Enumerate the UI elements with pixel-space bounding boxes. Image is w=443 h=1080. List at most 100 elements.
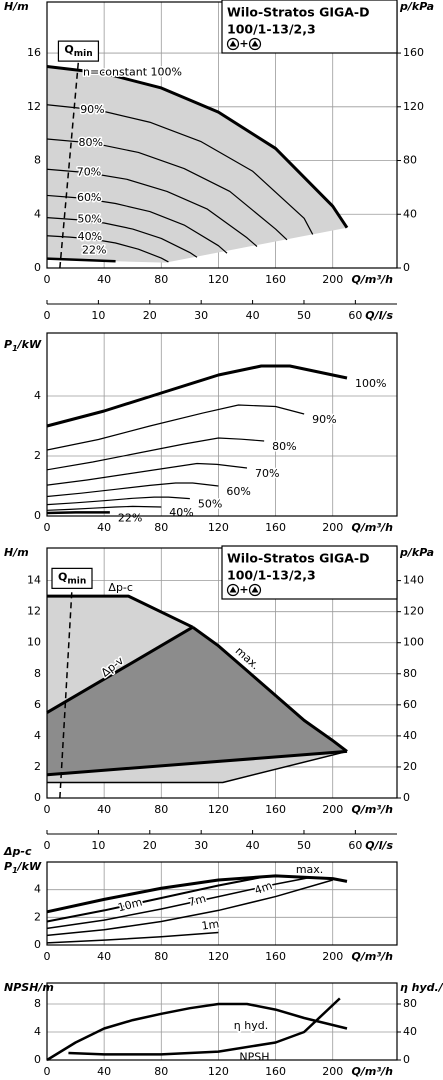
plot-frame bbox=[46, 861, 398, 946]
y-axis-label: P1/kW bbox=[4, 338, 42, 353]
qmin-box bbox=[51, 567, 93, 589]
x-tick-label: 40 bbox=[97, 273, 111, 286]
y2-tick-label: 80 bbox=[403, 154, 417, 167]
curve-label: 70% bbox=[255, 467, 279, 480]
qmin-label: Qmin bbox=[64, 43, 92, 59]
x-tick-label: 120 bbox=[208, 803, 229, 816]
qmin-label-main: Q bbox=[58, 570, 67, 583]
curve-label: 50% bbox=[198, 498, 222, 511]
curve bbox=[46, 168, 258, 247]
y2-tick-label: 80 bbox=[403, 997, 417, 1010]
chart-subtitle: 100/1-13/2,3 bbox=[227, 568, 316, 583]
curve-label: n=constant 100% bbox=[83, 65, 182, 78]
x-axis-label: Q/m³/h bbox=[352, 521, 394, 534]
x-axis-label: Q/m³/h bbox=[352, 803, 394, 816]
symbol-join: + bbox=[239, 37, 248, 50]
qmin-line bbox=[59, 588, 73, 799]
y2-tick-label: 40 bbox=[403, 207, 417, 220]
curve bbox=[46, 437, 265, 471]
curve-label: η hyd. bbox=[234, 1019, 268, 1032]
curve bbox=[46, 138, 288, 241]
x-tick-label: 200 bbox=[322, 1065, 343, 1078]
y-tick-label: 4 bbox=[34, 1025, 41, 1038]
x2-tick-label: 60 bbox=[348, 309, 362, 322]
y2-tick-label: 120 bbox=[403, 605, 424, 618]
curve-label: 7m bbox=[187, 892, 207, 909]
curve bbox=[46, 404, 305, 451]
y2-axis-label: p/kPa bbox=[399, 0, 434, 13]
y-tick-label: 4 bbox=[34, 207, 41, 220]
y-axis-label: NPSH/m bbox=[4, 981, 54, 994]
curve-label: 22% bbox=[82, 244, 106, 257]
x2-tick-label: 20 bbox=[143, 309, 157, 322]
curve bbox=[46, 217, 198, 258]
y2-tick-label: 140 bbox=[403, 574, 424, 587]
curve-label: 22% bbox=[118, 511, 142, 524]
plot-frame bbox=[46, 982, 398, 1061]
x2-tick-label: 0 bbox=[44, 839, 51, 852]
x-tick-label: 80 bbox=[154, 803, 168, 816]
curve-label: 60% bbox=[77, 191, 101, 204]
y-tick-label: 2 bbox=[34, 449, 41, 462]
x-tick-label: 0 bbox=[44, 950, 51, 963]
x2-tick-label: 10 bbox=[91, 309, 105, 322]
curve bbox=[46, 235, 169, 263]
curve bbox=[68, 997, 341, 1056]
y-axis-label-top: Δp-c bbox=[3, 845, 32, 858]
y-axis-label-main: NPSH/m bbox=[4, 981, 54, 994]
x-axis-label: Q/m³/h bbox=[352, 1065, 394, 1078]
x2-tick-label: 50 bbox=[297, 309, 311, 322]
y2-tick-label: 0 bbox=[403, 261, 410, 274]
y-tick-label: 8 bbox=[34, 667, 41, 680]
x-tick-label: 40 bbox=[97, 803, 111, 816]
x2-axis-label: Q/l/s bbox=[365, 309, 393, 322]
chart-title: Wilo-Stratos GIGA-D bbox=[227, 551, 369, 566]
curve-label: 90% bbox=[80, 103, 104, 116]
x-tick-label: 0 bbox=[44, 273, 51, 286]
y-axis-label-main: H/m bbox=[4, 546, 29, 559]
pump-symbol-arrow bbox=[229, 40, 237, 47]
x-tick-label: 120 bbox=[208, 1065, 229, 1078]
curve-label: 80% bbox=[272, 440, 296, 453]
curve-label: 4m bbox=[253, 879, 274, 897]
area bbox=[47, 627, 347, 775]
curve bbox=[46, 505, 162, 511]
y-axis-label-main: P bbox=[4, 860, 12, 873]
curve bbox=[46, 482, 219, 498]
y-tick-label: 4 bbox=[34, 729, 41, 742]
qmin-label-main: Q bbox=[64, 43, 73, 56]
x-axis-label: Q/m³/h bbox=[352, 273, 394, 286]
qmin-label-sub: min bbox=[67, 576, 86, 586]
qmin-line bbox=[59, 61, 80, 269]
x-tick-label: 120 bbox=[208, 521, 229, 534]
pump-symbol-arrow bbox=[251, 40, 259, 47]
curve-label: 70% bbox=[77, 166, 101, 179]
x-tick-label: 0 bbox=[44, 803, 51, 816]
y-axis-label-unit: /kW bbox=[16, 860, 42, 873]
qmin-label: Qmin bbox=[58, 570, 86, 586]
y-tick-label: 2 bbox=[34, 910, 41, 923]
chart-subtitle: 100/1-13/2,3 bbox=[227, 22, 316, 37]
y-tick-label: 0 bbox=[34, 938, 41, 951]
curve-label: 1m bbox=[201, 917, 220, 932]
curve-label: Δp-c bbox=[108, 581, 133, 594]
y-axis-label: P1/kW bbox=[4, 860, 42, 875]
y-tick-label: 8 bbox=[34, 997, 41, 1010]
y-axis-label-main: P bbox=[4, 338, 12, 351]
y-tick-label: 0 bbox=[34, 509, 41, 522]
curve bbox=[46, 462, 248, 486]
curve-label: NPSH bbox=[239, 1051, 269, 1064]
x-tick-label: 0 bbox=[44, 1065, 51, 1078]
curve bbox=[46, 749, 348, 777]
curve bbox=[46, 64, 349, 229]
y-axis-label-sub: 1 bbox=[12, 344, 18, 353]
y-tick-label: 0 bbox=[34, 1053, 41, 1066]
plot-frame bbox=[46, 332, 398, 517]
curve-label: 90% bbox=[312, 413, 336, 426]
curve-label: 60% bbox=[226, 485, 250, 498]
curve bbox=[46, 931, 219, 944]
curve bbox=[46, 257, 116, 263]
y-tick-label: 2 bbox=[34, 760, 41, 773]
x-tick-label: 200 bbox=[322, 273, 343, 286]
x-tick-label: 120 bbox=[208, 273, 229, 286]
